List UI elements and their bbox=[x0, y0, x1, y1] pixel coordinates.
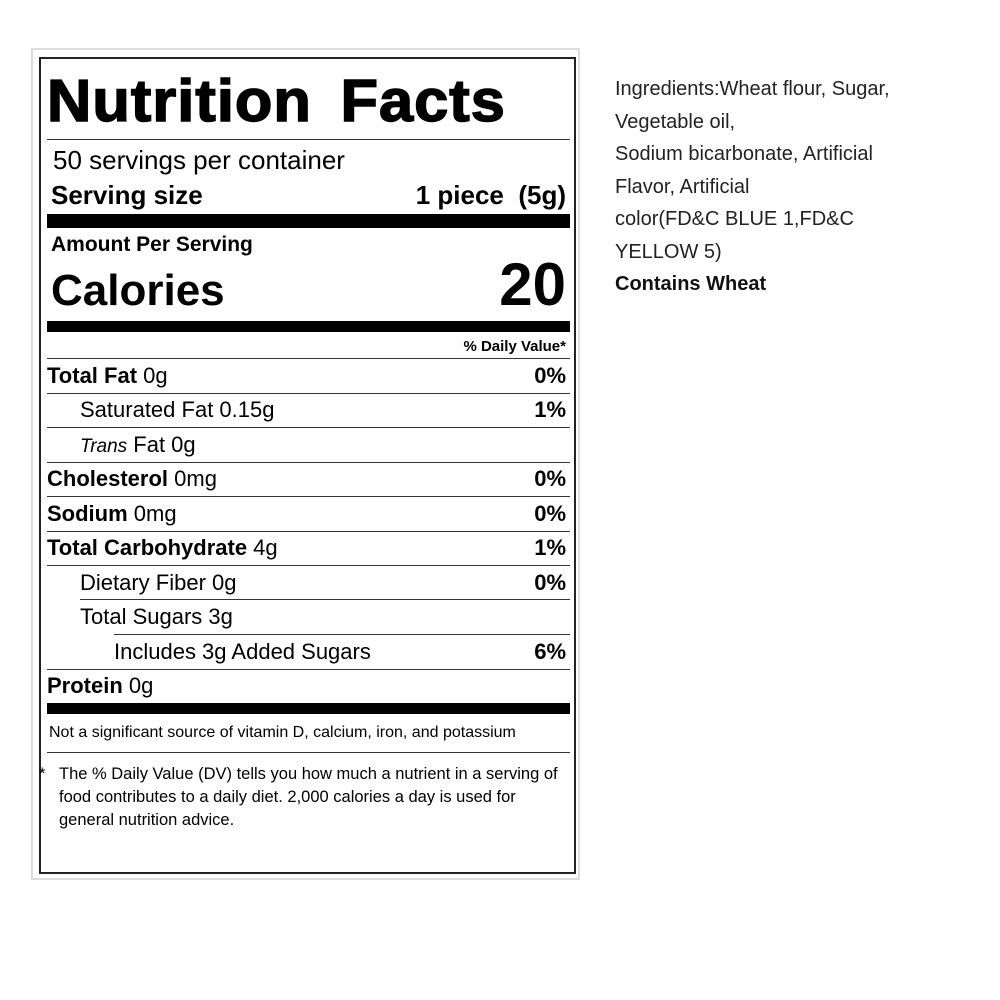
nutrient-label: Saturated Fat bbox=[80, 397, 214, 423]
thick-divider bbox=[47, 214, 570, 228]
divider bbox=[47, 139, 570, 140]
nutrient-amount: 0g bbox=[122, 673, 154, 699]
nutrient-amount: 4g bbox=[247, 535, 278, 561]
nutrient-label: Trans bbox=[80, 435, 128, 457]
nutrient-row: Cholesterol 0mg 0% bbox=[47, 461, 570, 497]
serving-size-label: Serving size bbox=[51, 180, 203, 210]
nutrient-amount: 0g bbox=[137, 362, 168, 388]
nutrient-label: Cholesterol bbox=[47, 466, 169, 492]
nutrient-daily-value: 0% bbox=[534, 500, 566, 526]
nutrient-name: Cholesterol 0mg bbox=[47, 466, 217, 492]
nutrient-name: Includes 3g Added Sugars bbox=[47, 639, 371, 665]
nutrient-label: Dietary Fiber bbox=[80, 569, 206, 595]
divider bbox=[47, 752, 570, 753]
ingredients-line: YELLOW 5) bbox=[615, 240, 722, 263]
nutrient-daily-value: 6% bbox=[534, 638, 566, 664]
nutrient-name: Total Fat 0g bbox=[47, 363, 168, 389]
nutrient-rows: Total Fat 0g 0% Saturated Fat 0.15g 1% Trans… bbox=[47, 358, 570, 703]
calories-value: 20 bbox=[499, 251, 566, 318]
nutrient-label: Protein bbox=[47, 673, 123, 699]
daily-value-footnote: * The % Daily Value (DV) tells you how mu… bbox=[39, 753, 570, 832]
nutrient-name: Protein 0g bbox=[47, 673, 153, 699]
ingredients-line: color(FD&C BLUE 1,FD&C bbox=[615, 208, 854, 230]
ingredients-line: Flavor, Artificial bbox=[615, 175, 750, 198]
nutrient-row: Includes 3g Added Sugars 6% bbox=[47, 633, 570, 669]
nutrient-name: Saturated Fat 0.15g bbox=[47, 397, 274, 423]
nutrient-name: Total Sugars 3g bbox=[47, 604, 233, 630]
not-significant-note: Not a significant source of vitamin D, c… bbox=[49, 724, 516, 741]
servings-per-container: 50 servings per container bbox=[53, 145, 345, 175]
footnote-text: The % Daily Value (DV) tells you how muc… bbox=[59, 765, 558, 829]
nutrient-row: Total Sugars 3g bbox=[47, 599, 570, 635]
nutrient-row: Trans Fat 0g bbox=[47, 427, 570, 462]
nutrient-amount: 0.15g bbox=[213, 397, 275, 423]
thick-divider bbox=[47, 703, 570, 714]
label-title: Nutrition Facts bbox=[46, 67, 506, 135]
nutrient-amount: 0mg bbox=[168, 466, 217, 492]
nutrient-label: Total Carbohydrate bbox=[47, 535, 248, 561]
daily-value-header: % Daily Value* bbox=[463, 338, 566, 355]
serving-size-value: 1 piece (5g) bbox=[415, 180, 566, 210]
nutrient-daily-value: 0% bbox=[534, 569, 566, 595]
nutrient-amount: 0mg bbox=[127, 500, 177, 526]
nutrient-label: Total Fat bbox=[47, 362, 138, 388]
nutrient-label: Sodium bbox=[47, 500, 128, 526]
nutrient-row: Saturated Fat 0.15g 1% bbox=[47, 392, 570, 428]
nutrient-amount: Fat 0g bbox=[127, 431, 196, 457]
divider bbox=[80, 599, 570, 600]
nutrient-row: Total Fat 0g 0% bbox=[47, 358, 570, 393]
nutrient-label: Includes 3g Added Sugars bbox=[114, 638, 371, 664]
amount-per-serving: Amount Per Serving bbox=[51, 233, 253, 256]
nutrient-row: Dietary Fiber 0g 0% bbox=[47, 565, 570, 600]
nutrition-label-card bbox=[31, 48, 580, 880]
calories-row: Calories 20 bbox=[47, 254, 570, 316]
nutrient-name: Trans Fat 0g bbox=[47, 432, 196, 458]
calories-label: Calories bbox=[51, 266, 225, 315]
nutrient-amount: 3g bbox=[202, 604, 233, 630]
nutrient-row: Total Carbohydrate 4g 1% bbox=[47, 530, 570, 566]
nutrient-name: Total Carbohydrate 4g bbox=[47, 535, 278, 561]
nutrient-name: Dietary Fiber 0g bbox=[47, 570, 237, 596]
ingredients-panel: Ingredients:Wheat flour, Sugar, Vegetable… bbox=[615, 73, 955, 301]
nutrient-name: Sodium 0mg bbox=[47, 501, 177, 527]
nutrient-row: Sodium 0mg 0% bbox=[47, 496, 570, 531]
nutrient-amount: 0g bbox=[205, 569, 237, 595]
serving-size-row: Serving size 1 piece (5g) bbox=[47, 178, 570, 212]
footnote-marker: * bbox=[39, 765, 46, 783]
nutrient-daily-value: 1% bbox=[534, 397, 566, 423]
nutrition-facts-label: Nutrition Facts 50 servings per containe… bbox=[39, 57, 576, 874]
nutrient-daily-value: 0% bbox=[534, 362, 566, 388]
ingredients-line: Sodium bicarbonate, Artificial bbox=[615, 143, 873, 165]
ingredients-line: Vegetable oil, bbox=[615, 110, 736, 133]
nutrient-daily-value: 1% bbox=[534, 535, 566, 561]
ingredients-line: Ingredients:Wheat flour, Sugar, bbox=[615, 78, 890, 100]
nutrient-label: Total Sugars bbox=[80, 604, 203, 630]
allergen-statement: Contains Wheat bbox=[615, 273, 767, 295]
divider bbox=[114, 633, 570, 635]
medium-divider bbox=[47, 321, 570, 332]
nutrient-daily-value: 0% bbox=[534, 466, 566, 492]
nutrient-row: Protein 0g bbox=[47, 668, 570, 704]
